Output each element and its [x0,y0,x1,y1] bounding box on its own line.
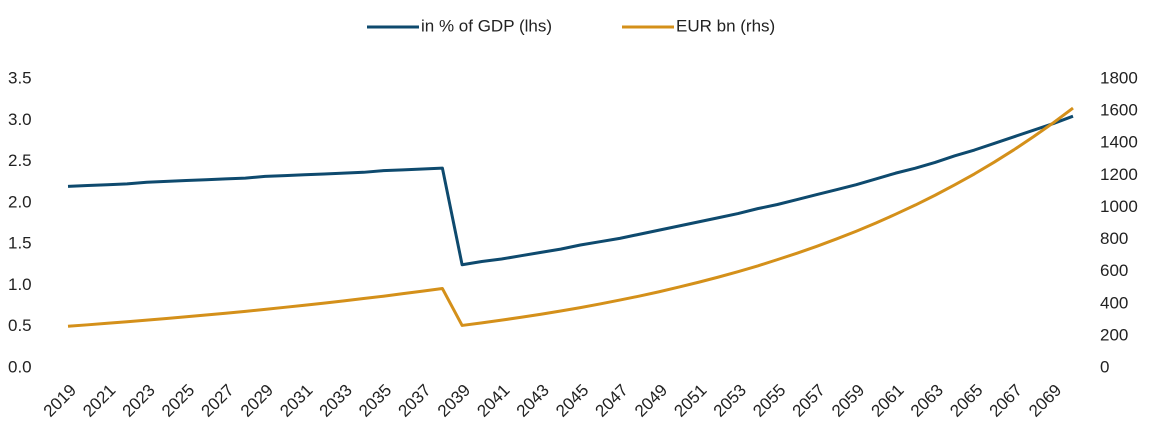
y-tick-label: 2.5 [8,151,32,170]
y2-tick-label: 1600 [1100,101,1138,120]
series-line [67,114,1074,267]
x-tick-label: 2061 [867,381,907,421]
y2-tick-label: 1400 [1100,133,1138,152]
y-tick-label: 0.0 [8,357,32,376]
x-tick-label: 2053 [710,381,750,421]
y2-tick-label: 400 [1100,293,1128,312]
x-tick-label: 2047 [592,381,632,421]
x-tick-label: 2031 [276,381,316,421]
x-tick-label: 2041 [473,381,513,421]
x-tick-label: 2049 [631,381,671,421]
y2-tick-label: 0 [1100,357,1109,376]
x-tick-label: 2039 [434,381,474,421]
x-tick-label: 2069 [1025,381,1065,421]
y-tick-label: 3.5 [8,68,32,87]
x-tick-label: 2037 [395,381,435,421]
x-tick-label: 2029 [237,381,277,421]
x-tick-label: 2067 [986,381,1026,421]
y-tick-label: 1.5 [8,234,32,253]
y2-tick-label: 800 [1100,229,1128,248]
y-tick-label: 2.0 [8,192,32,211]
legend-label: EUR bn (rhs) [676,16,775,35]
y2-tick-label: 600 [1100,261,1128,280]
series-line [67,106,1074,328]
x-tick-label: 2023 [119,381,159,421]
x-tick-label: 2019 [40,381,80,421]
y-tick-label: 1.0 [8,275,32,294]
y2-tick-label: 1800 [1100,68,1138,87]
legend-label: in % of GDP (lhs) [421,16,552,35]
x-tick-label: 2045 [552,381,592,421]
x-tick-label: 2025 [158,381,198,421]
y2-tick-label: 1000 [1100,197,1138,216]
x-tick-label: 2051 [670,381,710,421]
x-tick-label: 2065 [946,381,986,421]
x-tick-label: 2033 [316,381,356,421]
x-tick-label: 2043 [513,381,553,421]
x-tick-label: 2057 [789,381,829,421]
y2-tick-label: 200 [1100,325,1128,344]
x-tick-label: 2035 [355,381,395,421]
x-tick-label: 2063 [907,381,947,421]
x-tick-label: 2059 [828,381,868,421]
y-tick-label: 0.5 [8,316,32,335]
y2-tick-label: 1200 [1100,165,1138,184]
x-tick-label: 2021 [79,381,119,421]
x-tick-label: 2027 [197,381,237,421]
y-tick-label: 3.0 [8,110,32,129]
x-tick-label: 2055 [749,381,789,421]
